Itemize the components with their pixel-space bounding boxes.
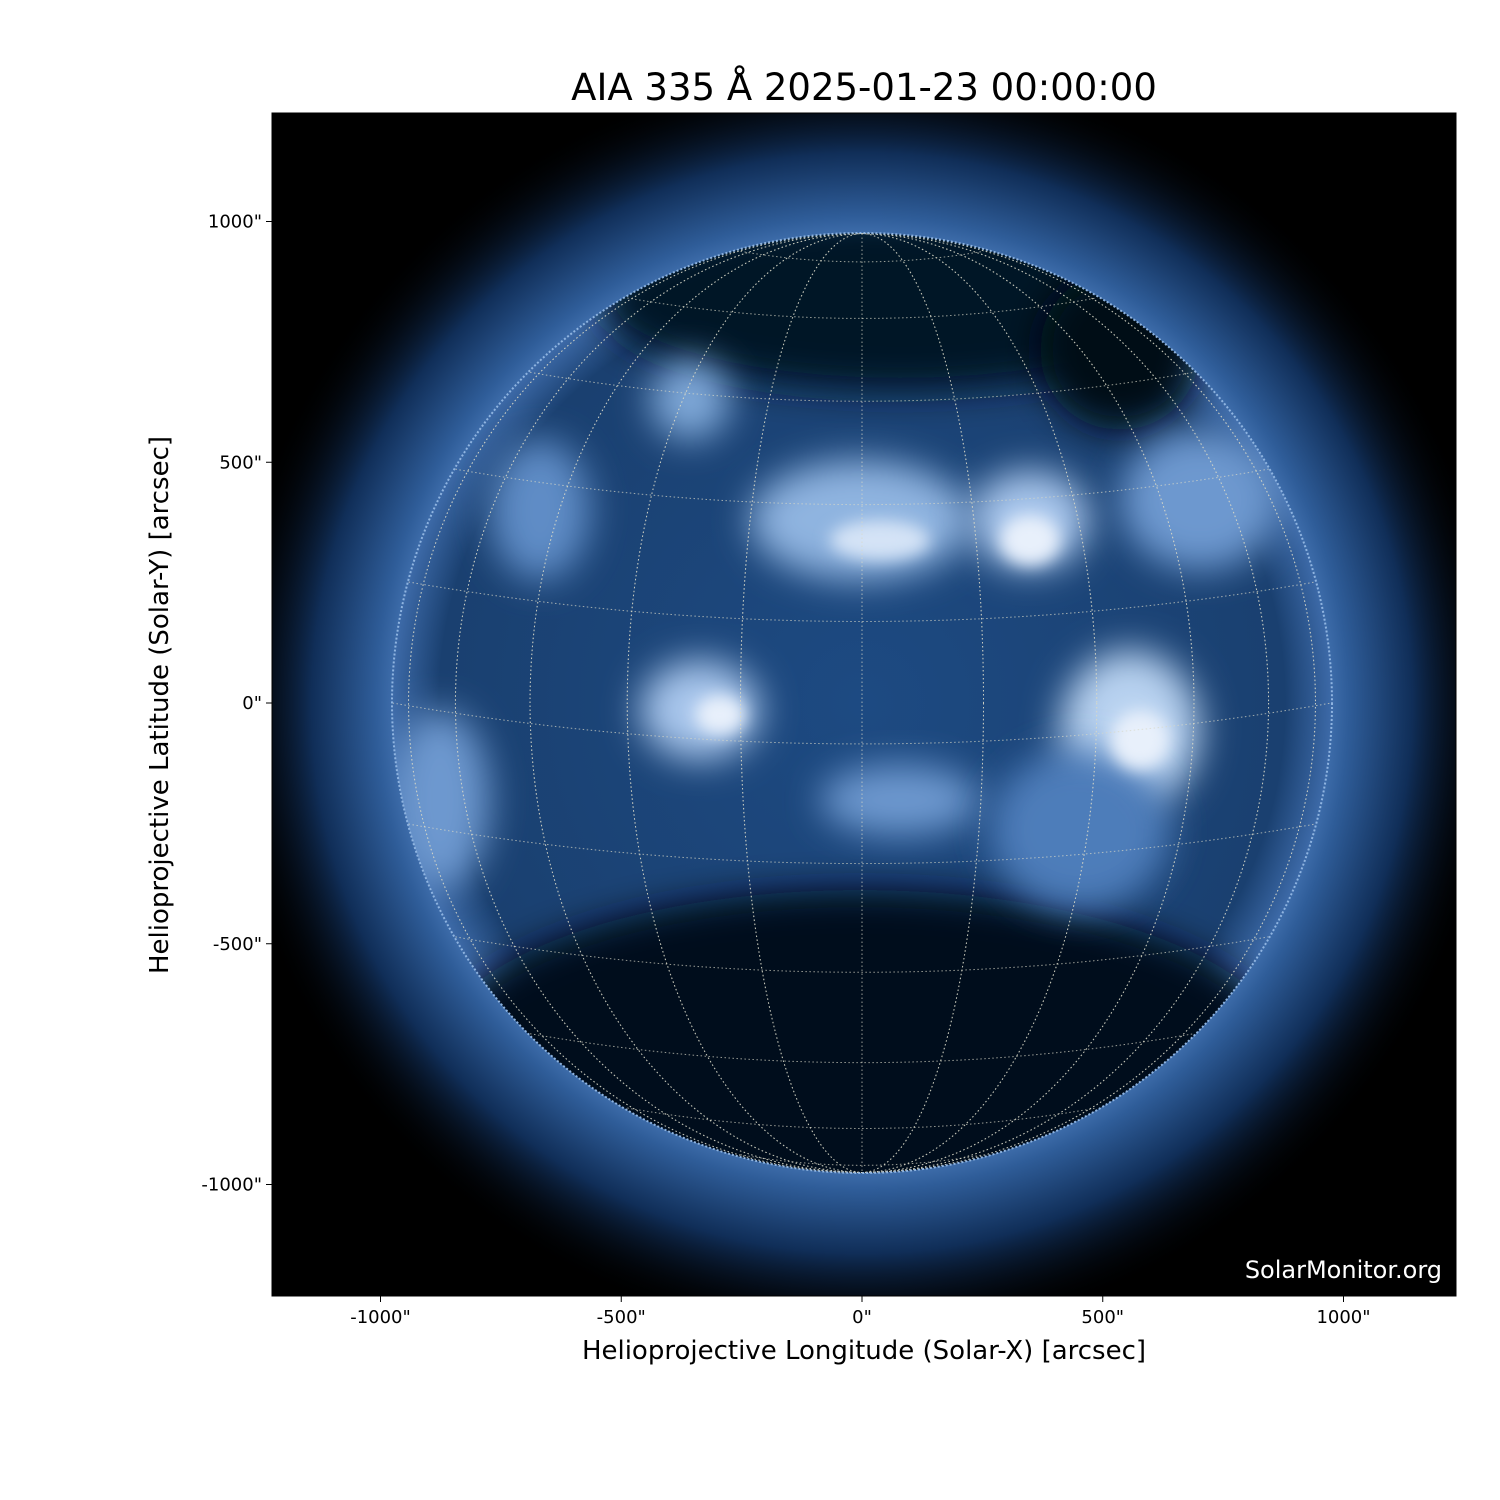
parallel-line — [627, 297, 1097, 319]
parallel-line — [627, 1107, 1097, 1129]
parallel-line — [408, 823, 1316, 865]
axis-ticks: -1000" -500" 0" 500" 1000" 1000" 500" 0" -500" -1… — [201, 212, 1370, 1329]
parallel-line — [740, 250, 984, 263]
solar-limb — [391, 232, 1333, 1174]
parallel-line — [455, 468, 1269, 506]
x-axis-label: Helioprojective Longitude (Solar-X) [arc… — [581, 1336, 1147, 1366]
y-axis-label: Helioprojective Latitude (Solar-Y) [arcs… — [145, 435, 175, 975]
disk-features — [392, 233, 1290, 1173]
meridian-line — [408, 233, 1316, 1173]
parallel-line — [455, 936, 1269, 973]
x-tick-label: 1000" — [1316, 1307, 1370, 1328]
x-tick-label: -500" — [597, 1307, 646, 1328]
x-tick-label: 0" — [852, 1307, 872, 1328]
parallel-line — [408, 581, 1316, 622]
x-tick-label: -1000" — [350, 1307, 411, 1328]
y-tick-label: -1000" — [201, 1175, 262, 1196]
watermark: SolarMonitor.org — [1244, 1256, 1442, 1284]
plot-frame — [271, 112, 1457, 1297]
y-tick-label: 500" — [219, 452, 262, 473]
x-tick-label: 500" — [1081, 1307, 1124, 1328]
parallel-line — [529, 1033, 1195, 1064]
y-tick-label: 0" — [242, 693, 262, 714]
y-tick-label: -500" — [213, 934, 262, 955]
heliographic-grid — [392, 233, 1332, 1173]
parallel-line — [529, 371, 1195, 402]
parallel-line — [740, 1154, 984, 1166]
y-tick-label: 1000" — [208, 212, 262, 233]
chart-title: AIA 335 Å 2025-01-23 00:00:00 — [571, 66, 1157, 109]
